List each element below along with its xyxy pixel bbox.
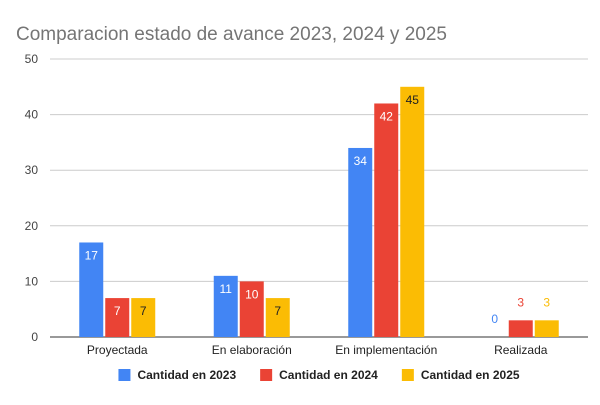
data-label: 7 — [140, 304, 147, 318]
legend-item-cantidad-en-2023[interactable]: Cantidad en 2023 — [118, 368, 236, 382]
bar-cantidad-en-2023-en-implementacion[interactable] — [348, 147, 373, 337]
y-tick-label: 10 — [25, 274, 39, 288]
x-tick-label: Realizada — [494, 343, 548, 357]
bar-cantidad-en-2023-proyectada[interactable] — [79, 242, 104, 337]
bar-cantidad-en-2025-realizada[interactable] — [534, 320, 559, 337]
bar-cantidad-en-2024-en-implementacion[interactable] — [374, 103, 399, 337]
data-label: 17 — [85, 248, 99, 262]
x-axis-ticks: Proyectada En elaboración En implementació… — [87, 343, 548, 357]
legend[interactable]: Cantidad en 2023 Cantidad en 2024 Cantidad… — [118, 368, 520, 382]
legend-swatch — [118, 369, 131, 381]
data-label: 42 — [380, 109, 394, 123]
y-tick-label: 40 — [25, 108, 39, 122]
y-tick-label: 0 — [31, 330, 38, 344]
legend-item-cantidad-en-2025[interactable]: Cantidad en 2025 — [401, 368, 520, 382]
bar-cantidad-en-2024-en-elaboracion[interactable] — [239, 281, 264, 337]
data-label: 3 — [543, 295, 550, 309]
y-tick-label: 30 — [25, 163, 39, 177]
chart-title: Comparacion estado de avance 2023, 2024 … — [16, 24, 447, 45]
legend-label: Cantidad en 2023 — [137, 368, 236, 382]
legend-swatch — [260, 369, 273, 381]
data-label: 10 — [245, 287, 259, 301]
bar-cantidad-en-2024-realizada[interactable] — [508, 320, 533, 337]
data-label: 45 — [406, 93, 420, 107]
y-axis-ticks: 0 10 20 30 40 50 — [25, 52, 39, 344]
x-tick-label: Proyectada — [87, 343, 148, 357]
gridlines — [50, 58, 588, 338]
data-label: 34 — [354, 154, 368, 168]
legend-item-cantidad-en-2024[interactable]: Cantidad en 2024 — [260, 368, 378, 382]
data-label: 11 — [220, 282, 233, 296]
bar-cantidad-en-2023-en-elaboracion[interactable] — [213, 275, 238, 337]
data-label: 7 — [274, 304, 281, 318]
y-tick-label: 20 — [25, 219, 39, 233]
bars — [79, 86, 559, 337]
data-label: 7 — [114, 304, 121, 318]
bar-cantidad-en-2025-en-implementacion[interactable] — [400, 86, 425, 337]
legend-swatch — [401, 369, 414, 381]
bar-cantidad-en-2024-proyectada[interactable] — [105, 298, 130, 337]
bar-cantidad-en-2025-proyectada[interactable] — [131, 298, 156, 337]
x-tick-label: En elaboración — [212, 343, 292, 357]
data-labels: 17 7 7 11 10 7 34 42 45 0 3 3 — [85, 93, 551, 326]
legend-label: Cantidad en 2024 — [279, 368, 378, 382]
x-tick-label: En implementación — [335, 343, 437, 357]
data-label: 3 — [517, 295, 524, 309]
bar-cantidad-en-2025-en-elaboracion[interactable] — [265, 298, 290, 337]
y-tick-label: 50 — [25, 52, 39, 66]
data-label: 0 — [491, 312, 498, 326]
legend-label: Cantidad en 2025 — [421, 368, 520, 382]
